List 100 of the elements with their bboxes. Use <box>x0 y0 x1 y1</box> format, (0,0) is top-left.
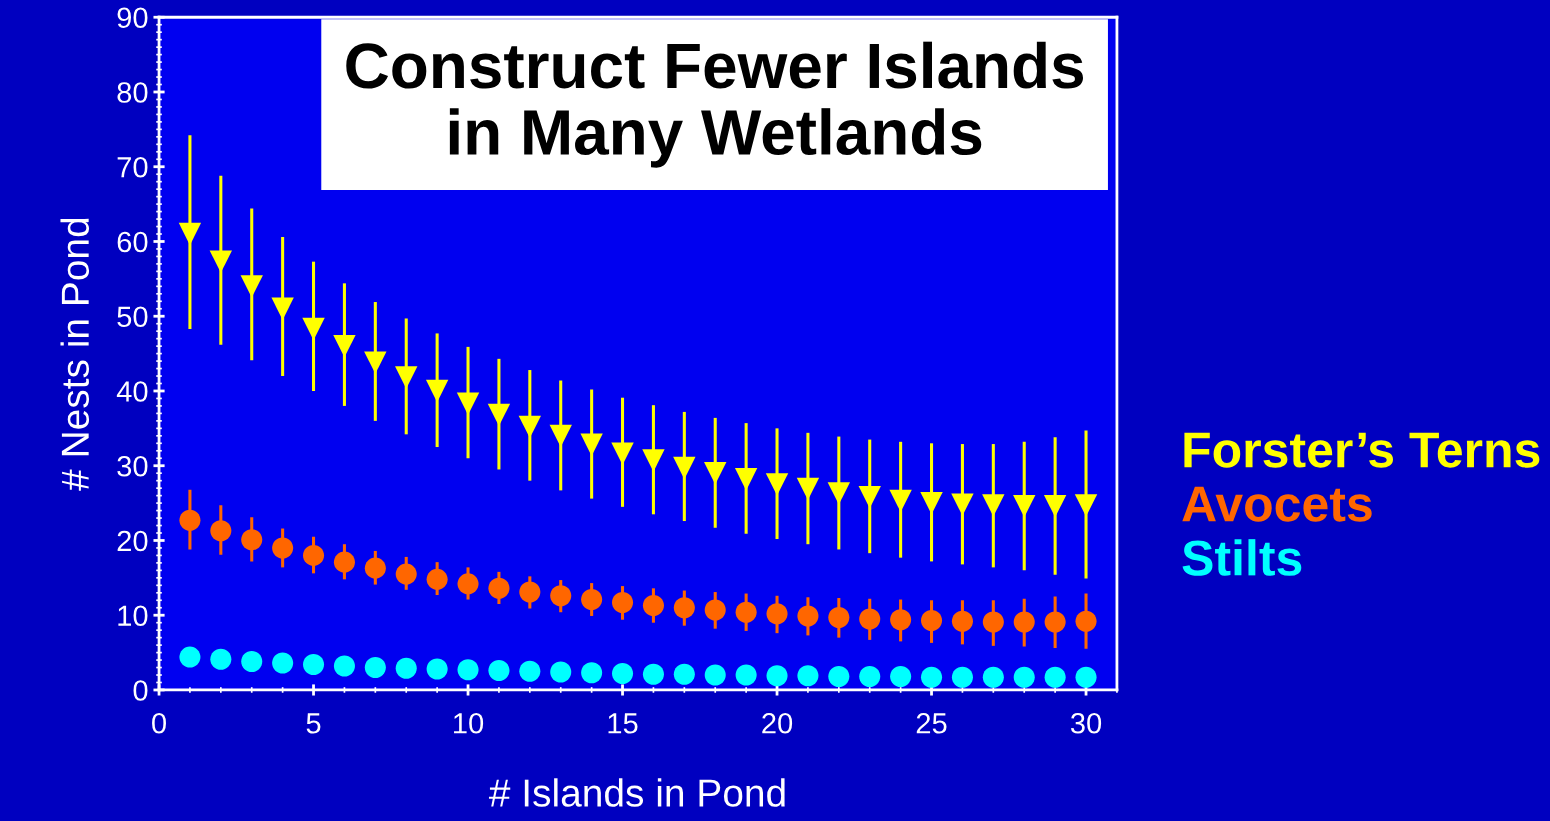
point <box>550 661 572 683</box>
point <box>642 663 664 685</box>
point <box>982 611 1004 633</box>
text: Avocets <box>1182 486 1372 522</box>
point <box>364 351 387 374</box>
point <box>395 563 417 585</box>
point <box>890 609 912 631</box>
point <box>673 663 695 685</box>
point <box>364 657 386 679</box>
point <box>735 601 757 623</box>
point <box>519 581 541 603</box>
point <box>457 573 479 595</box>
point <box>704 664 726 686</box>
point <box>735 664 757 686</box>
point <box>797 665 819 687</box>
point <box>178 222 202 246</box>
point <box>734 467 758 491</box>
y-tick-label: 20 <box>117 530 148 552</box>
x-axis-title: # Islands in Pond <box>488 778 785 807</box>
point <box>951 666 973 688</box>
point <box>580 433 603 456</box>
y-tick-label: 80 <box>117 82 148 103</box>
point <box>488 577 510 599</box>
y-tick-label: 90 <box>117 7 148 29</box>
point <box>951 493 974 516</box>
y-tick-label: 0 <box>133 680 148 701</box>
x-tick-label: 10 <box>454 712 484 734</box>
point <box>488 660 510 682</box>
point <box>611 442 634 465</box>
point <box>858 485 881 509</box>
point <box>364 557 386 579</box>
point <box>426 658 448 680</box>
point <box>921 666 943 688</box>
point <box>395 657 417 679</box>
point <box>487 403 511 427</box>
y-tick-label: 50 <box>117 306 148 328</box>
point <box>704 462 727 485</box>
point <box>612 591 634 614</box>
point <box>209 250 233 273</box>
point <box>951 610 973 632</box>
point <box>1074 494 1098 517</box>
point <box>303 544 325 566</box>
point <box>1013 666 1035 688</box>
point <box>828 665 850 688</box>
point <box>272 537 294 559</box>
y-tick-label: 30 <box>117 455 148 477</box>
point <box>240 275 263 298</box>
point <box>1075 666 1097 688</box>
point <box>241 651 263 673</box>
x-tick-label: 0 <box>152 712 166 734</box>
y-axis-title: # Nests in Pond <box>60 218 90 491</box>
point <box>890 665 912 688</box>
point <box>982 666 1004 688</box>
text: Construct Fewer Islands in Many Wetlands <box>346 41 1084 168</box>
series-label: Forster’s Terns <box>1184 432 1540 468</box>
point <box>859 665 881 688</box>
point <box>765 473 789 496</box>
point <box>612 662 634 685</box>
point <box>519 660 541 682</box>
y-tick-label: 10 <box>118 605 148 627</box>
x-tick-label: 15 <box>608 713 638 734</box>
point <box>333 334 356 358</box>
point <box>518 415 542 439</box>
point <box>272 652 294 674</box>
point <box>766 603 788 625</box>
point <box>395 366 418 389</box>
point <box>271 297 294 320</box>
point <box>210 520 232 542</box>
point <box>673 456 696 480</box>
point <box>1013 494 1036 518</box>
point <box>426 568 448 590</box>
point <box>581 588 603 611</box>
point <box>889 489 912 513</box>
point <box>179 509 201 531</box>
x-tick-label: 30 <box>1070 712 1102 734</box>
point <box>1044 611 1066 633</box>
point <box>550 585 572 607</box>
point <box>333 551 355 573</box>
point <box>1075 610 1097 632</box>
point <box>1043 494 1067 518</box>
x-tick-label: 20 <box>762 712 793 734</box>
point <box>549 424 572 448</box>
text: Stilts <box>1182 539 1302 576</box>
y-tick-label: 40 <box>116 381 148 402</box>
y-tick-label: 70 <box>117 156 148 178</box>
point <box>982 494 1005 517</box>
point <box>1044 666 1066 688</box>
point <box>642 594 664 617</box>
point <box>797 605 819 627</box>
point <box>333 655 355 677</box>
point <box>920 491 943 515</box>
point <box>581 662 603 684</box>
point <box>210 648 232 670</box>
point <box>457 659 479 681</box>
point <box>1013 611 1035 633</box>
x-tick-label: 5 <box>306 713 321 734</box>
point <box>827 482 851 505</box>
point <box>859 608 881 630</box>
x-tick-label: 25 <box>916 712 947 734</box>
point <box>241 529 263 551</box>
